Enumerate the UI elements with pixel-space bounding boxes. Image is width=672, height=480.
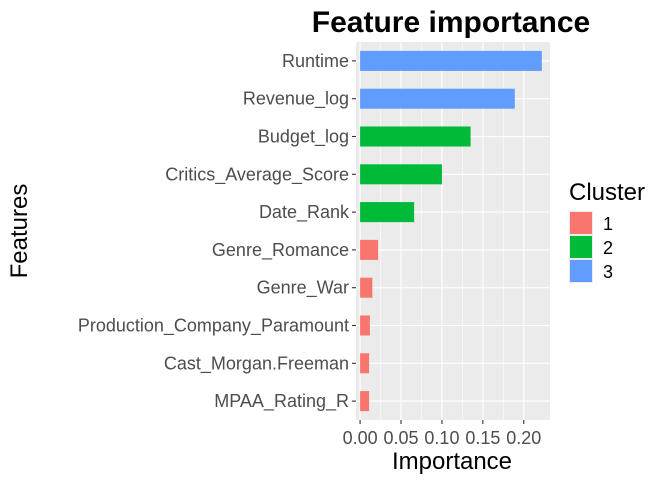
y-tick-label: Production_Company_Paramount bbox=[78, 316, 349, 337]
y-tick-label: Revenue_log bbox=[243, 89, 349, 110]
bar bbox=[360, 315, 370, 336]
x-tick-label: 0.20 bbox=[506, 428, 541, 448]
legend-swatch bbox=[570, 212, 592, 234]
bar bbox=[360, 277, 373, 298]
x-axis-title: Importance bbox=[392, 448, 512, 475]
bar bbox=[360, 239, 379, 260]
bar bbox=[360, 50, 542, 71]
y-tick-label: Date_Rank bbox=[259, 202, 350, 223]
y-tick-label: Critics_Average_Score bbox=[165, 164, 349, 185]
y-tick-label: MPAA_Rating_R bbox=[214, 391, 349, 412]
bar bbox=[360, 202, 415, 223]
y-tick-label: Runtime bbox=[282, 51, 349, 71]
x-tick-label: 0.00 bbox=[343, 428, 378, 448]
bar bbox=[360, 88, 515, 109]
legend: Cluster 1 2 3 bbox=[569, 179, 645, 283]
legend-swatch bbox=[570, 236, 592, 258]
bar bbox=[360, 164, 442, 185]
legend-label: 2 bbox=[603, 238, 613, 258]
legend-title: Cluster bbox=[569, 179, 645, 206]
x-tick-label: 0.05 bbox=[383, 428, 418, 448]
bar bbox=[360, 391, 370, 412]
legend-label: 1 bbox=[603, 214, 613, 234]
y-axis-tick-labels: Runtime Revenue_log Budget_log Critics_Aver… bbox=[78, 51, 356, 412]
y-tick-label: Budget_log bbox=[258, 127, 349, 148]
y-tick-label: Cast_Morgan.Freeman bbox=[164, 353, 349, 374]
x-axis-tick-labels: 0.00 0.05 0.10 0.15 0.20 bbox=[343, 420, 541, 448]
y-tick-label: Genre_Romance bbox=[212, 240, 349, 261]
y-axis-title: Features bbox=[6, 184, 33, 279]
legend-label: 3 bbox=[603, 262, 613, 282]
bar bbox=[360, 353, 370, 374]
bar bbox=[360, 126, 471, 147]
y-tick-label: Genre_War bbox=[257, 278, 349, 299]
legend-swatch bbox=[570, 260, 592, 282]
chart-title: Feature importance bbox=[312, 6, 590, 39]
x-tick-label: 0.15 bbox=[465, 428, 500, 448]
x-tick-label: 0.10 bbox=[424, 428, 459, 448]
bars-group bbox=[360, 50, 542, 412]
